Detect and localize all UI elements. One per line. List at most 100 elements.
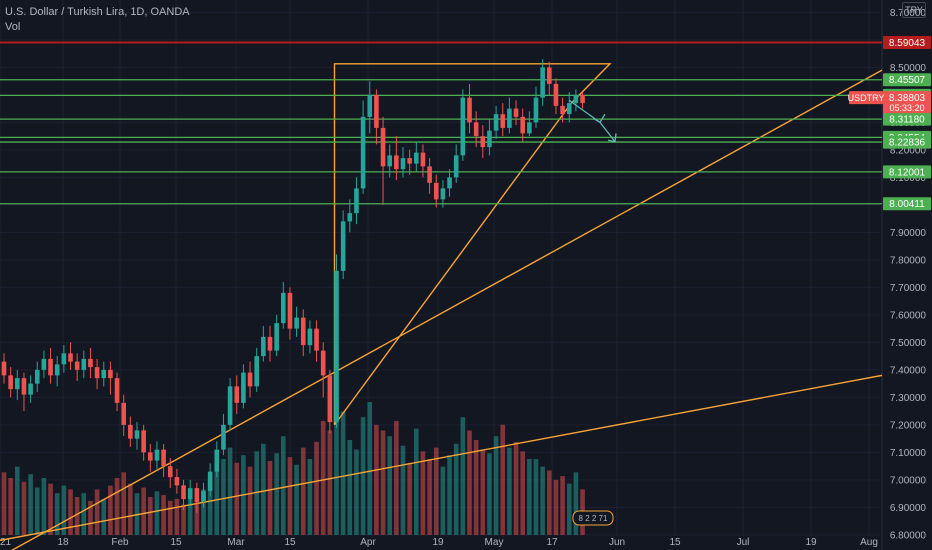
candle-body[interactable]: [227, 386, 233, 425]
candle-body[interactable]: [187, 488, 193, 500]
candle-body[interactable]: [307, 328, 313, 346]
level-label: 8.22836: [889, 138, 926, 149]
candle-body[interactable]: [94, 367, 100, 379]
candle-body[interactable]: [394, 155, 399, 170]
candle-body[interactable]: [214, 449, 220, 472]
candle-body[interactable]: [28, 383, 33, 395]
candle-body[interactable]: [487, 130, 492, 148]
volume-bar: [500, 424, 506, 535]
candle-body[interactable]: [480, 136, 486, 148]
candle-body[interactable]: [320, 350, 326, 376]
candle-body[interactable]: [340, 221, 346, 271]
candle-body[interactable]: [527, 122, 532, 134]
candle-body[interactable]: [247, 372, 253, 387]
candle-body[interactable]: [234, 386, 240, 403]
candle-body[interactable]: [88, 358, 93, 368]
candle-body[interactable]: [241, 372, 246, 403]
candle-body[interactable]: [141, 430, 146, 453]
candle-body[interactable]: [21, 378, 27, 395]
candle-body[interactable]: [161, 449, 166, 467]
candle-body[interactable]: [460, 97, 466, 156]
candle-body[interactable]: [473, 122, 479, 137]
candle-body[interactable]: [513, 108, 519, 117]
candle-body[interactable]: [54, 364, 60, 376]
candle-body[interactable]: [41, 358, 47, 370]
candle-body[interactable]: [447, 177, 452, 189]
candle-body[interactable]: [580, 94, 585, 104]
candle-body[interactable]: [573, 94, 579, 104]
candle-body[interactable]: [553, 83, 559, 106]
candle-body[interactable]: [261, 336, 266, 357]
candle-body[interactable]: [181, 485, 186, 500]
candle-body[interactable]: [194, 488, 200, 502]
candle-body[interactable]: [34, 369, 40, 384]
candle-body[interactable]: [533, 97, 539, 123]
candle-body[interactable]: [274, 323, 279, 351]
candle-body[interactable]: [68, 353, 73, 362]
candle-body[interactable]: [453, 155, 459, 178]
volume-bar: [207, 478, 213, 535]
candle-body[interactable]: [327, 375, 333, 423]
candle-body[interactable]: [433, 182, 439, 200]
candle-body[interactable]: [167, 466, 173, 478]
candle-body[interactable]: [287, 292, 293, 329]
volume-badge[interactable]: [572, 510, 614, 526]
candle-body[interactable]: [407, 158, 412, 164]
candle-body[interactable]: [221, 424, 226, 450]
candle-body[interactable]: [108, 369, 113, 379]
candle-body[interactable]: [520, 116, 525, 134]
candle-body[interactable]: [420, 152, 426, 167]
candle-body[interactable]: [500, 114, 506, 128]
candle-body[interactable]: [540, 67, 545, 98]
candle-body[interactable]: [367, 94, 373, 117]
candle-body[interactable]: [281, 292, 286, 324]
candle-body[interactable]: [427, 166, 432, 183]
candle-body[interactable]: [507, 108, 512, 128]
candle-body[interactable]: [374, 94, 379, 128]
candle-body[interactable]: [8, 375, 13, 390]
candle-body[interactable]: [440, 188, 446, 200]
candle-body[interactable]: [493, 114, 499, 131]
currency-badge[interactable]: TRY: [902, 2, 926, 18]
candle-body[interactable]: [467, 97, 472, 123]
candle-body[interactable]: [134, 430, 140, 439]
volume-bar: [380, 430, 386, 535]
candle-body[interactable]: [400, 158, 406, 170]
candle-body[interactable]: [174, 477, 180, 486]
candle-body[interactable]: [360, 116, 366, 189]
volume-bar: [221, 459, 226, 535]
candle-body[interactable]: [81, 358, 87, 370]
candle-body[interactable]: [414, 152, 419, 164]
candle-body[interactable]: [1, 361, 7, 376]
time-scale[interactable]: [0, 535, 882, 550]
candle-body[interactable]: [560, 105, 565, 115]
candle-body[interactable]: [114, 378, 120, 403]
candle-body[interactable]: [314, 328, 319, 351]
candle-body[interactable]: [201, 490, 206, 502]
candle-body[interactable]: [148, 452, 153, 461]
candle-body[interactable]: [354, 188, 359, 214]
candle-body[interactable]: [566, 103, 572, 115]
level-tag: [883, 165, 931, 179]
candle-body[interactable]: [334, 270, 339, 423]
candle-body[interactable]: [128, 424, 133, 439]
candle-body[interactable]: [380, 127, 386, 167]
candle-body[interactable]: [254, 356, 259, 387]
candle-body[interactable]: [387, 155, 392, 167]
candle-body[interactable]: [267, 336, 273, 351]
candle-body[interactable]: [74, 361, 80, 370]
candle-body[interactable]: [300, 317, 306, 346]
candle-body[interactable]: [207, 471, 213, 491]
candle-body[interactable]: [154, 449, 160, 461]
candle-body[interactable]: [547, 67, 552, 84]
plot-area[interactable]: [0, 0, 882, 535]
candle-body[interactable]: [15, 378, 20, 390]
candle-body[interactable]: [48, 358, 53, 376]
candle-body[interactable]: [61, 353, 67, 365]
candle-body[interactable]: [121, 402, 126, 425]
candle-body[interactable]: [347, 213, 353, 222]
candle-body[interactable]: [294, 317, 299, 329]
level-label: 8.45507: [889, 75, 926, 86]
candle-body[interactable]: [101, 369, 107, 379]
